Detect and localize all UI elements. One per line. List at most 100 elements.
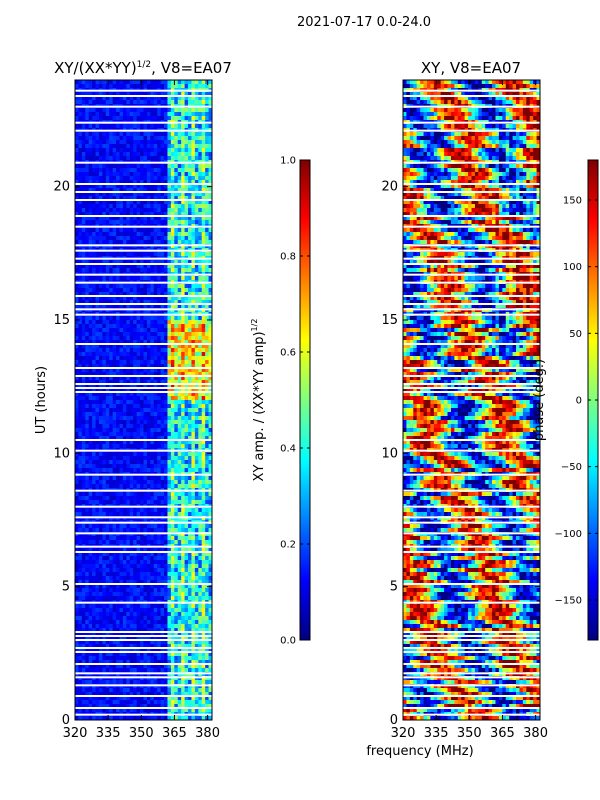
- amp-heatmap-cell: [167, 232, 172, 237]
- amp-heatmap-cell: [143, 216, 148, 221]
- amp-heatmap-cell: [133, 496, 138, 501]
- amp-heatmap-cell: [191, 356, 196, 361]
- amp-heatmap-cell: [181, 388, 185, 393]
- amp-heatmap-cell: [208, 264, 212, 269]
- amp-heatmap-cell: [174, 288, 179, 293]
- amp-heatmap-cell: [198, 268, 203, 273]
- amp-heatmap-cell: [81, 172, 86, 177]
- amp-heatmap-cell: [164, 320, 168, 325]
- amp-heatmap-cell: [177, 92, 182, 97]
- amp-heatmap-cell: [170, 284, 175, 289]
- amp-heatmap-cell: [119, 184, 124, 189]
- amp-heatmap-cell: [109, 496, 114, 501]
- amp-heatmap-cell: [98, 144, 103, 149]
- amp-heatmap-cell: [92, 96, 96, 101]
- amp-heatmap-cell: [92, 100, 96, 105]
- amp-heatmap-cell: [98, 220, 103, 225]
- amp-heatmap-cell: [170, 380, 175, 385]
- amp-heatmap-cell: [119, 372, 124, 377]
- amp-heatmap-cell: [98, 168, 103, 173]
- amp-heatmap-cell: [109, 132, 114, 137]
- amp-heatmap-cell: [181, 324, 185, 329]
- amp-heatmap-cell: [157, 436, 162, 441]
- amp-heatmap-cell: [177, 416, 182, 421]
- amp-heatmap-cell: [143, 268, 148, 273]
- amp-heatmap-cell: [98, 296, 103, 301]
- amp-heatmap-cell: [98, 192, 103, 197]
- amp-heatmap-cell: [143, 228, 148, 233]
- amp-heatmap-cell: [208, 492, 212, 497]
- amp-heatmap-cell: [98, 232, 103, 237]
- amp-heatmap-cell: [75, 80, 79, 85]
- amp-heatmap-cell: [95, 340, 100, 345]
- amp-heatmap-cell: [174, 100, 179, 105]
- amp-heatmap-cell: [194, 220, 199, 225]
- amp-heatmap-cell: [102, 420, 107, 425]
- amp-heatmap-cell: [116, 480, 120, 485]
- amp-heatmap-cell: [140, 80, 144, 85]
- amp-heatmap-cell: [177, 352, 182, 357]
- amp-heatmap-cell: [85, 80, 90, 85]
- amp-heatmap-cell: [198, 404, 203, 409]
- amp-heatmap-cell: [167, 288, 172, 293]
- amp-heatmap-cell: [85, 576, 90, 581]
- amp-heatmap-cell: [143, 420, 148, 425]
- amp-heatmap-cell: [184, 460, 189, 465]
- amp-heatmap-cell: [181, 348, 185, 353]
- amp-heatmap-cell: [116, 292, 120, 297]
- amp-heatmap-cell: [194, 328, 199, 333]
- amp-heatmap-cell: [188, 484, 192, 489]
- amp-heatmap-cell: [208, 152, 212, 157]
- amp-heatmap-cell: [157, 196, 162, 201]
- amp-heatmap-cell: [205, 384, 209, 389]
- amp-heatmap-cell: [136, 268, 141, 273]
- amp-heatmap-cell: [208, 468, 212, 473]
- amp-heatmap-cell: [122, 228, 127, 233]
- amp-heatmap-cell: [95, 80, 100, 85]
- amp-heatmap-cell: [126, 548, 131, 553]
- amp-heatmap-cell: [153, 412, 158, 417]
- amp-heatmap-cell: [198, 468, 203, 473]
- amp-heatmap-cell: [188, 380, 192, 385]
- amp-heatmap-cell: [170, 180, 175, 185]
- amp-heatmap-cell: [105, 320, 110, 325]
- amp-heatmap-cell: [95, 100, 100, 105]
- amp-heatmap-cell: [160, 196, 165, 201]
- amp-heatmap-cell: [81, 512, 86, 517]
- amp-heatmap-cell: [136, 144, 141, 149]
- amp-heatmap-cell: [140, 344, 144, 349]
- amp-heatmap-cell: [191, 100, 196, 105]
- amp-heatmap-cell: [85, 432, 90, 437]
- amp-heatmap-cell: [167, 536, 172, 541]
- amp-heatmap-cell: [194, 560, 199, 565]
- amp-heatmap-cell: [208, 332, 212, 337]
- amp-heatmap-cell: [109, 108, 114, 113]
- amp-heatmap-cell: [95, 196, 100, 201]
- amp-heatmap-cell: [146, 332, 151, 337]
- amp-heatmap-cell: [102, 112, 107, 117]
- amp-heatmap-cell: [81, 232, 86, 237]
- amp-heatmap-cell: [146, 352, 151, 357]
- amp-heatmap-cell: [140, 540, 144, 545]
- amp-heatmap-cell: [201, 380, 206, 385]
- amp-heatmap-cell: [198, 476, 203, 481]
- amp-heatmap-cell: [140, 352, 144, 357]
- amp-heatmap-cell: [160, 216, 165, 221]
- amp-heatmap-cell: [129, 420, 134, 425]
- amp-heatmap-cell: [184, 172, 189, 177]
- amp-heatmap-cell: [102, 536, 107, 541]
- amp-heatmap-cell: [85, 464, 90, 469]
- amp-heatmap-cell: [160, 496, 165, 501]
- amp-heatmap-cell: [92, 536, 96, 541]
- amp-heatmap-cell: [109, 332, 114, 337]
- amp-heatmap-cell: [170, 548, 175, 553]
- amp-heatmap-cell: [184, 276, 189, 281]
- amp-heatmap-cell: [205, 340, 209, 345]
- amp-heatmap-cell: [157, 348, 162, 353]
- amp-heatmap-cell: [174, 424, 179, 429]
- amp-heatmap-cell: [167, 528, 172, 533]
- amp-heatmap-cell: [75, 344, 79, 349]
- amp-heatmap-cell: [153, 116, 158, 121]
- amp-heatmap-cell: [92, 180, 96, 185]
- amp-heatmap-cell: [181, 436, 185, 441]
